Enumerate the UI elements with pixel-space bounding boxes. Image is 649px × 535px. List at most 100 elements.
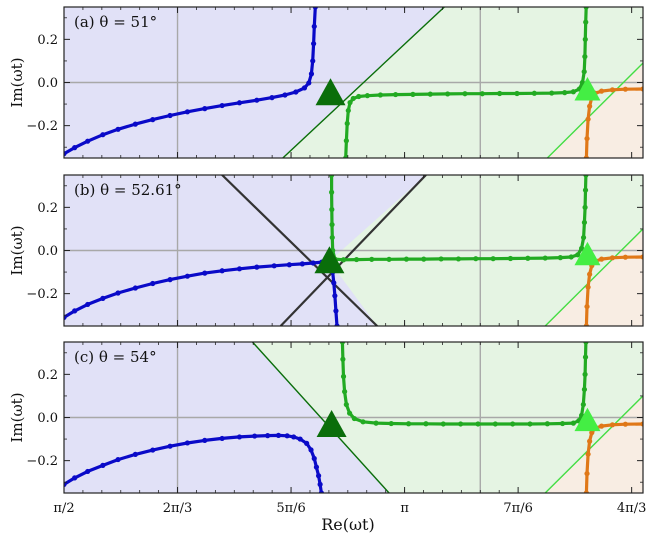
triangle-marker-light — [574, 241, 601, 266]
boundary-line-1 — [546, 62, 643, 158]
green-point — [583, 7, 589, 10]
orange-point — [585, 116, 591, 122]
blue-point — [115, 290, 121, 296]
green-point — [531, 90, 537, 96]
green-point — [342, 389, 348, 395]
green-point — [329, 189, 335, 195]
panel-plot-area — [64, 175, 643, 326]
y-axis-label: Im(ωt) — [8, 57, 26, 107]
green-point — [377, 92, 383, 98]
panel-0: 0.2 0.0 −0.2Im(ωt) (a) θ = 51° — [8, 6, 644, 159]
green-point — [345, 107, 351, 114]
y-tick-label: 0.0 — [37, 76, 58, 91]
blue-point — [202, 437, 208, 443]
green-point — [344, 120, 350, 127]
green-point — [582, 54, 588, 60]
y-tick-label: 0.2 — [37, 368, 58, 383]
green-point — [562, 90, 568, 96]
green-point — [340, 373, 347, 380]
green-point — [458, 421, 464, 427]
blue-point — [252, 433, 258, 439]
panel-label: (a) θ = 51° — [74, 13, 157, 31]
green-point — [492, 421, 498, 427]
blue-point — [332, 293, 338, 299]
green-point — [557, 255, 563, 261]
orange-point — [587, 103, 593, 109]
blue-point — [100, 295, 106, 301]
blue-point — [219, 102, 225, 109]
blue-point — [132, 285, 138, 291]
blue-point — [269, 95, 275, 101]
orange-point — [598, 423, 605, 429]
green-point — [329, 222, 335, 228]
boundary-line-0 — [251, 342, 390, 493]
blue-point — [308, 71, 315, 77]
green-point — [369, 256, 375, 262]
blue-point — [271, 263, 277, 269]
green-point — [582, 204, 588, 210]
orange-point — [585, 451, 591, 457]
triangle-marker-dark — [315, 78, 346, 106]
x-tick-label: 2π/3 — [163, 501, 192, 516]
green-point — [339, 342, 346, 345]
green-point — [514, 90, 520, 97]
green-point — [347, 410, 353, 416]
orange-point — [622, 86, 629, 92]
green-point — [340, 356, 346, 362]
blue-point — [291, 434, 297, 440]
y-tick-label: 0.0 — [37, 244, 58, 259]
blue-point — [313, 464, 320, 470]
blue-point — [318, 490, 325, 493]
green-point — [583, 175, 589, 178]
orange-point — [584, 303, 590, 310]
blue-point — [85, 468, 91, 475]
blue-point — [167, 443, 173, 449]
x-axis-label: Re(ωt) — [321, 515, 374, 534]
green-point — [462, 91, 468, 97]
green-point — [343, 155, 349, 158]
y-axis-label: Im(ωt) — [8, 392, 26, 442]
blue-point — [334, 323, 340, 326]
green-point — [507, 255, 514, 262]
orange-point — [609, 87, 615, 93]
green-point — [455, 256, 462, 262]
boundary-line-1 — [544, 395, 643, 493]
green-point — [583, 342, 589, 345]
green-point — [364, 93, 370, 99]
orange-point — [584, 135, 590, 142]
x-tick-label: π/2 — [53, 501, 74, 516]
triangle-marker-light — [574, 77, 601, 101]
blue-point — [236, 434, 243, 440]
blue-point — [184, 273, 191, 279]
blue-point — [331, 280, 337, 286]
green-point — [580, 234, 587, 241]
panel-label: (c) θ = 54° — [74, 348, 157, 366]
blue-point — [304, 440, 310, 446]
x-tick-label: 5π/6 — [276, 501, 305, 516]
blue-point — [64, 151, 67, 157]
orange-point — [609, 255, 615, 261]
y-tick-label: 0.2 — [37, 201, 58, 216]
green-point — [568, 254, 574, 260]
blue-point — [254, 264, 260, 270]
blue-point — [275, 432, 282, 439]
blue-point — [115, 126, 121, 132]
blue-point — [282, 92, 288, 98]
blue-point — [306, 80, 312, 86]
blue-point — [219, 435, 225, 442]
blue-point — [115, 456, 121, 463]
blue-point — [286, 262, 292, 268]
orange-point — [640, 86, 643, 92]
green-point — [445, 91, 451, 97]
green-point — [473, 256, 479, 262]
green-point — [403, 256, 410, 262]
blue-point — [150, 447, 156, 453]
blue-point — [297, 436, 303, 442]
blue-point — [167, 112, 173, 119]
blue-point — [132, 121, 138, 127]
blue-point — [167, 277, 173, 283]
panel-plot-area — [64, 7, 643, 158]
green-point — [583, 19, 589, 25]
green-point — [427, 91, 433, 97]
triangle-marker-dark — [316, 410, 347, 438]
